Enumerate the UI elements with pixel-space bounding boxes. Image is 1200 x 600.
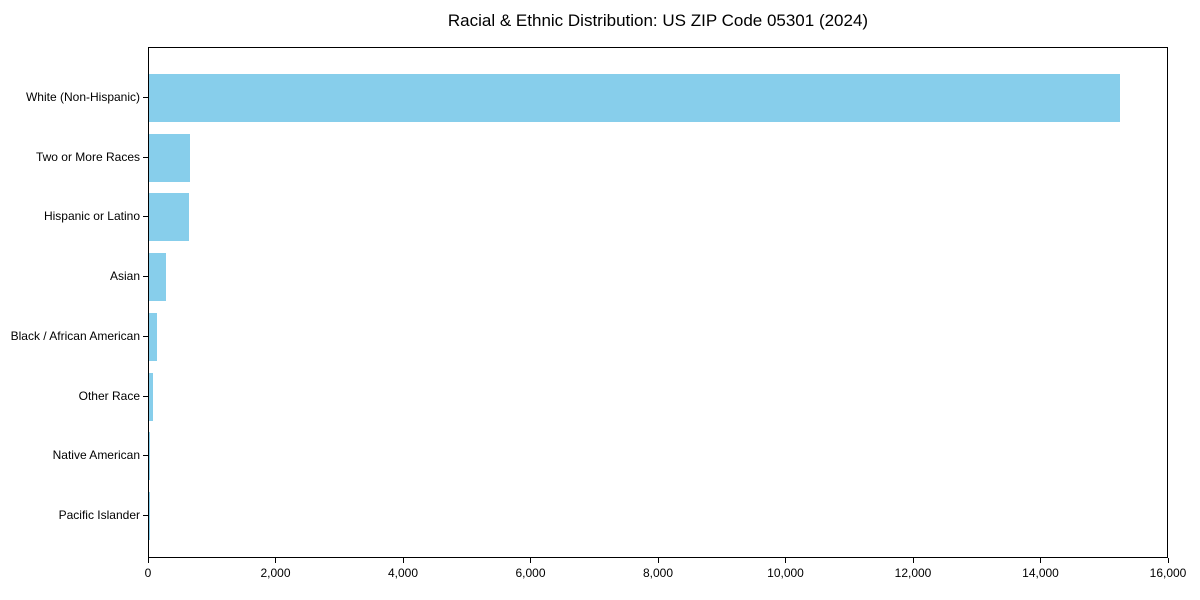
x-axis-label-6-000: 6,000 [515, 566, 546, 580]
x-axis-tick [275, 558, 276, 563]
x-axis-label-8-000: 8,000 [642, 566, 674, 580]
x-axis-tick [1040, 558, 1041, 563]
bar-hispanic-or-latino [149, 193, 190, 242]
chart-title: Racial & Ethnic Distribution: US ZIP Cod… [447, 11, 869, 30]
x-axis-tick [657, 558, 659, 563]
y-axis-label-white-non-hispanic: White (Non-Hispanic) [25, 90, 140, 104]
x-axis-label-2-000: 2,000 [260, 566, 291, 580]
y-axis-label-black-african-american: Black / African American [10, 328, 140, 343]
x-axis-tick [530, 558, 531, 563]
x-axis-tick [1167, 558, 1169, 563]
y-axis-tick [143, 515, 148, 516]
y-axis-tick [143, 455, 148, 457]
y-axis-label-other-race: Other Race [78, 388, 140, 403]
x-axis-label-4-000: 4,000 [387, 566, 419, 580]
bar-black-african-american [149, 312, 157, 361]
y-axis-label-native-american: Native American [52, 448, 140, 463]
y-axis-tick [143, 97, 148, 98]
x-axis-tick [912, 558, 914, 563]
bar-asian [149, 253, 166, 302]
y-axis-tick [143, 276, 148, 278]
y-axis-label-asian: Asian [109, 269, 140, 284]
plot-area [148, 47, 1168, 558]
bar-native-american [149, 432, 150, 481]
bar-other-race [149, 372, 154, 421]
y-axis-tick [143, 156, 148, 158]
x-axis-label-12-000: 12,000 [894, 566, 932, 580]
x-axis-label-10-000: 10,000 [767, 566, 804, 580]
x-axis-tick [147, 558, 149, 563]
x-axis-label-16-000: 16,000 [1149, 566, 1187, 580]
bar-white-non-hispanic [149, 74, 1120, 122]
x-axis-label-0: 0 [144, 566, 152, 580]
y-axis-tick [143, 216, 148, 218]
bar-two-or-more-races [149, 133, 191, 182]
x-axis-tick [785, 558, 786, 563]
x-axis-label-14-000: 14,000 [1022, 566, 1059, 580]
y-axis-label-hispanic-or-latino: Hispanic or Latino [43, 209, 140, 224]
y-axis-tick [143, 335, 148, 337]
y-axis-label-pacific-islander: Pacific Islander [58, 508, 140, 522]
y-axis-label-two-or-more-races: Two or More Races [35, 149, 140, 164]
x-axis-tick [402, 558, 404, 563]
y-axis-tick [143, 395, 148, 397]
